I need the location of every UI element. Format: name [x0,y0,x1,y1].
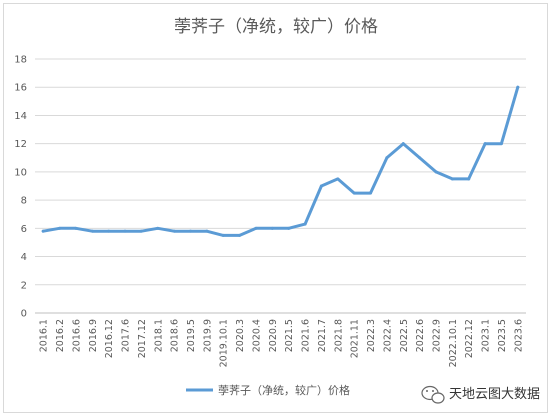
chart-frame: 荸荠子（净统，较广）价格 0 2 4 6 8 10 12 14 16 18 2016.1 2016.… [3,3,548,413]
data-point [188,229,192,233]
x-tick-label: 2020.4 [251,319,262,352]
data-point [450,177,454,181]
x-tick-label: 2021.5 [284,319,295,352]
legend-label: 荸荠子（净统，较广）价格 [218,383,350,397]
x-tick-label: 2016.6 [71,319,82,352]
data-point [156,226,160,230]
data-point [336,177,340,181]
y-tick-label: 6 [21,224,27,235]
legend: 荸荠子（净统，较广）价格 [186,383,350,397]
x-tick-label: 2020.9 [268,319,279,352]
x-tick-label: 2018.1 [153,319,164,352]
data-point [303,222,307,226]
x-tick-label: 2021.11 [350,319,361,358]
x-tick-label: 2017.12 [137,319,148,358]
x-tick-label: 2022.12 [464,319,475,358]
data-point [319,184,323,188]
y-axis-ticks: 0 2 4 6 8 10 12 14 16 18 [14,55,27,320]
x-tick-label: 2022.4 [382,319,393,352]
x-tick-label: 2019.9 [202,319,213,352]
chart-title: 荸荠子（净统，较广）价格 [174,17,378,37]
data-point [107,229,111,233]
x-tick-label: 2022.9 [431,319,442,352]
x-tick-label: 2023.6 [513,319,524,352]
data-point [205,229,209,233]
y-tick-label: 12 [14,139,27,150]
x-tick-label: 2020.3 [235,319,246,352]
data-point [74,226,78,230]
x-tick-label: 2021.7 [317,319,328,352]
x-tick-label: 2022.3 [366,319,377,352]
data-point [352,191,356,195]
x-tick-label: 2021.6 [301,319,312,352]
x-tick-label: 2016.2 [55,319,66,352]
data-point [499,142,503,146]
x-tick-label: 2019.5 [186,319,197,352]
x-tick-label: 2018.6 [170,319,181,352]
grid-lines [35,58,526,314]
data-point [139,229,143,233]
data-point [287,226,291,230]
x-tick-label: 2023.1 [481,319,492,352]
x-tick-label: 2022.10.1 [448,319,459,367]
x-tick-label: 2021.8 [333,319,344,352]
series-line [41,85,520,237]
y-tick-label: 16 [14,83,27,94]
y-tick-label: 18 [14,55,27,66]
x-tick-label: 2023.5 [497,319,508,352]
wechat-icon [421,385,445,404]
data-point [221,233,225,237]
x-tick-label: 2016.12 [104,319,115,358]
data-point [90,229,94,233]
series-layer [41,85,520,237]
x-tick-label: 2016.9 [88,319,99,352]
x-tick-label: 2017.6 [121,319,132,352]
watermark-text: 天地云图大数据 [449,387,540,402]
x-tick-label: 2016.1 [39,319,50,352]
data-point [238,233,242,237]
data-point [270,226,274,230]
y-tick-label: 2 [21,280,27,291]
data-point [467,177,471,181]
data-point [172,229,176,233]
x-tick-label: 2019.10.1 [219,319,230,367]
data-point [483,142,487,146]
data-point [123,229,127,233]
data-point [58,226,62,230]
data-point [418,156,422,160]
data-point [434,170,438,174]
y-tick-label: 0 [21,309,27,320]
data-point [41,229,45,233]
x-tick-label: 2022.5 [399,319,410,352]
data-point [516,85,520,89]
watermark: 天地云图大数据 [421,385,540,404]
data-point [385,156,389,160]
y-tick-label: 10 [14,167,27,178]
data-point [254,226,258,230]
y-tick-label: 8 [21,196,27,207]
x-axis-ticks: 2016.1 2016.2 2016.6 2016.9 2016.12 2017.6 201… [39,319,525,367]
data-point [401,142,405,146]
data-point [369,191,373,195]
y-tick-label: 4 [21,252,27,263]
x-tick-label: 2022.6 [415,319,426,352]
y-tick-label: 14 [14,111,27,122]
